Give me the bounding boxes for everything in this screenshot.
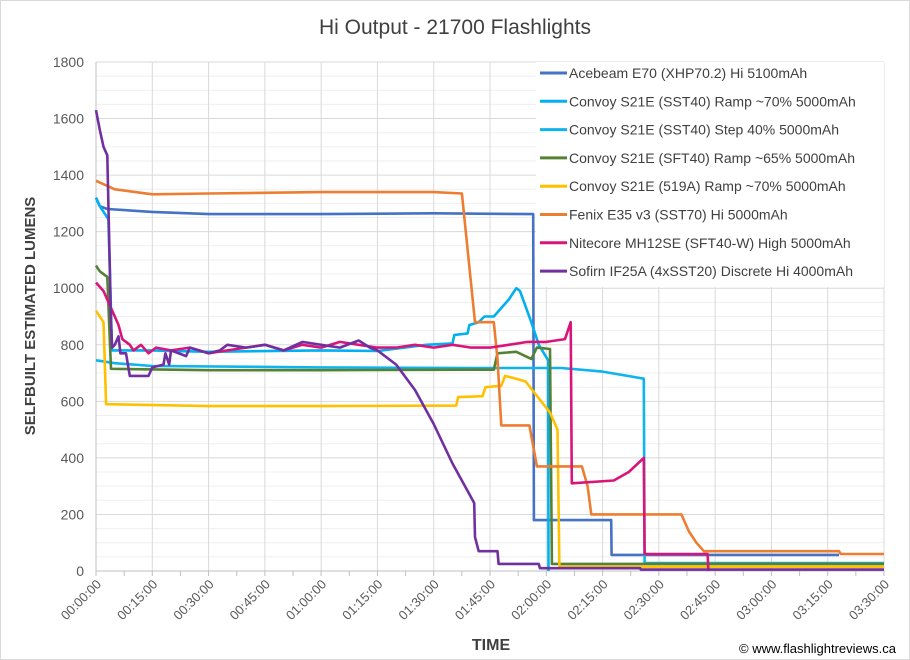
y-tick-label: 1400 [53, 167, 84, 183]
x-axis-label: TIME [472, 637, 511, 654]
credit-text: © www.flashlightreviews.ca [739, 641, 897, 656]
y-tick-label: 400 [61, 450, 85, 466]
legend-label: Sofirn IF25A (4xSST20) Discrete Hi 4000m… [569, 263, 853, 279]
series-line [94, 109, 884, 571]
legend: Acebeam E70 (XHP70.2) Hi 5100mAh Convoy S… [536, 62, 884, 287]
series-line [95, 281, 710, 572]
series-lines [94, 109, 884, 572]
legend-label: Convoy S21E (SFT40) Ramp ~65% 5000mAh [569, 150, 855, 166]
series-line [94, 197, 550, 572]
legend-label: Convoy S21E (519A) Ramp ~70% 5000mAh [569, 178, 846, 194]
legend-label: Convoy S21E (SST40) Step 40% 5000mAh [569, 122, 839, 138]
legend-background [536, 62, 884, 287]
y-tick-label: 1600 [53, 111, 84, 127]
chart-title: Hi Output - 21700 Flashlights [319, 16, 591, 39]
y-tick-label: 600 [61, 393, 85, 409]
y-tick-label: 1800 [53, 54, 84, 70]
y-axis-label: SELFBUILT ESTIMATED LUMENS [22, 197, 39, 436]
series-line [94, 264, 884, 566]
y-tick-label: 800 [61, 337, 85, 353]
y-tick-label: 1000 [53, 280, 84, 296]
legend-label: Acebeam E70 (XHP70.2) Hi 5100mAh [569, 65, 807, 81]
series-line [95, 179, 884, 556]
series-line [94, 197, 839, 557]
y-axis-ticks: 0 200 400 600 800 1000 1200 1400 1600 1800 [53, 54, 84, 579]
y-tick-label: 1200 [53, 224, 84, 240]
y-tick-label: 0 [76, 563, 84, 579]
legend-label: Nitecore MH12SE (SFT40-W) High 5000mAh [569, 235, 851, 251]
series-line [94, 310, 884, 569]
legend-label: Fenix E35 v3 (SST70) Hi 5000mAh [569, 207, 788, 223]
y-tick-label: 200 [61, 506, 85, 522]
legend-label: Convoy S21E (SST40) Ramp ~70% 5000mAh [569, 93, 856, 109]
